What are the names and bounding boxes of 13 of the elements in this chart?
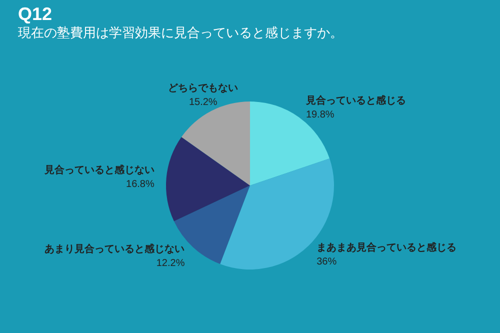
data-label: 19.8% (306, 109, 334, 120)
pie-slice (166, 136, 250, 222)
slice-label: 見合っていると感じない (43, 164, 154, 176)
data-label: 36% (316, 256, 337, 268)
data-label: 15.2% (188, 96, 218, 108)
slice-label: どちらでもない (168, 82, 238, 94)
data-label: 16.8% (126, 179, 154, 190)
slice-label: 見合っていると感じる (304, 94, 406, 106)
slice-label: まあまあ見合っていると感じる (316, 242, 457, 254)
chart-title: Q12 (18, 4, 52, 24)
chart-subtitle: 現在の塾費用は学習効果に見合っていると感じますか。 (18, 25, 343, 40)
slice-label: あまり見合っていると感じない (44, 242, 185, 255)
data-label: 12.2% (156, 258, 185, 269)
